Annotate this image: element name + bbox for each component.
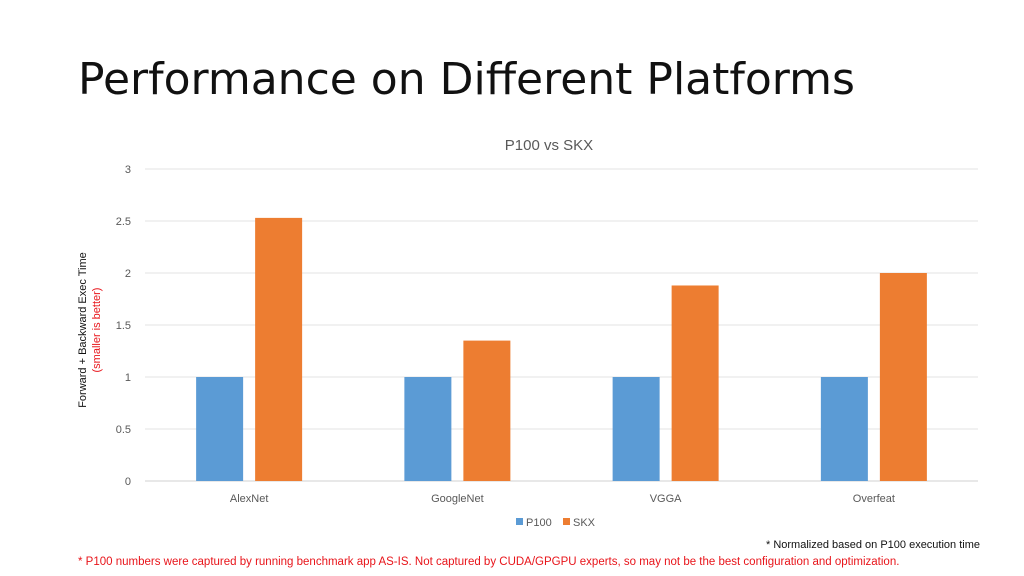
x-tick-label: AlexNet: [230, 493, 269, 505]
y-tick-label: 0: [125, 476, 131, 488]
bar-skx-alexnet: [255, 218, 302, 481]
bar-skx-overfeat: [880, 273, 927, 481]
y-axis-label: Forward + Backward Exec Time: [77, 252, 89, 408]
x-tick-label: GoogleNet: [431, 493, 484, 505]
legend-swatch: [516, 518, 523, 525]
bars: [196, 218, 927, 481]
y-tick-label: 3: [125, 164, 131, 176]
chart-title: P100 vs SKX: [505, 137, 593, 154]
y-axis-label-note: (smaller is better): [91, 288, 103, 373]
disclaimer-note: * P100 numbers were captured by running …: [78, 556, 899, 568]
normalization-note: * Normalized based on P100 execution tim…: [766, 539, 980, 551]
y-tick-label: 1: [125, 372, 131, 384]
y-axis-label-group: Forward + Backward Exec Time (smaller is…: [77, 252, 103, 408]
legend-label: SKX: [573, 517, 596, 529]
y-tick-label: 2: [125, 268, 131, 280]
bar-p100-overfeat: [821, 377, 868, 481]
y-tick-label: 0.5: [116, 424, 131, 436]
y-axis-ticks: 0 0.5 1 1.5 2 2.5 3: [116, 164, 131, 488]
legend-label: P100: [526, 517, 552, 529]
y-tick-label: 2.5: [116, 216, 131, 228]
y-tick-label: 1.5: [116, 320, 131, 332]
bar-skx-googlenet: [463, 341, 510, 481]
x-axis-ticks: AlexNet GoogleNet VGGA Overfeat: [230, 493, 895, 505]
bar-p100-alexnet: [196, 377, 243, 481]
legend-swatch: [563, 518, 570, 525]
bar-p100-vgga: [613, 377, 660, 481]
x-tick-label: VGGA: [650, 493, 682, 505]
bar-skx-vgga: [672, 285, 719, 481]
x-tick-label: Overfeat: [853, 493, 895, 505]
bar-p100-googlenet: [404, 377, 451, 481]
legend: P100 SKX: [516, 517, 596, 529]
